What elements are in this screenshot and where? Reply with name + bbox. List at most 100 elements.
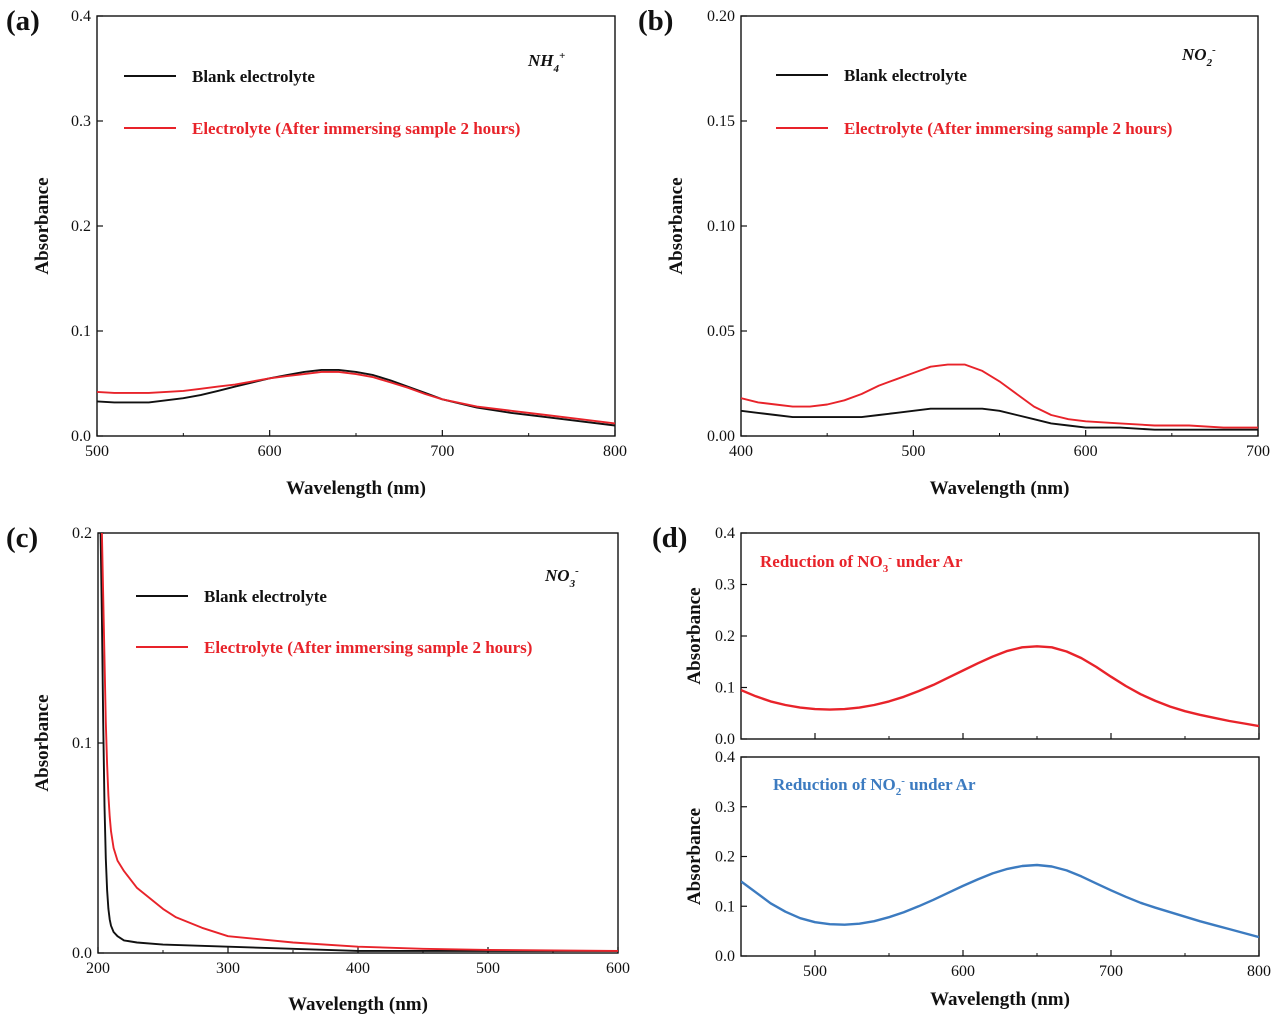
y-tick-label: 0.4 bbox=[715, 749, 735, 766]
x-axis-label: Wavelength (nm) bbox=[286, 478, 426, 499]
y-tick-label: 0.3 bbox=[71, 113, 91, 130]
series-line bbox=[100, 533, 618, 952]
x-tick-label: 600 bbox=[258, 443, 282, 460]
series-inline-label: Reduction of NO3- under Ar bbox=[760, 552, 963, 575]
x-tick-label: 300 bbox=[216, 960, 240, 977]
panel-label: (a) bbox=[6, 5, 40, 37]
y-axis-label: Absorbance bbox=[32, 177, 53, 274]
inline-label-subscript: 3 bbox=[883, 563, 889, 575]
y-tick-label: 0.4 bbox=[715, 525, 735, 542]
x-tick-label: 600 bbox=[606, 960, 630, 977]
ion-annotation: NO2- bbox=[1181, 44, 1216, 69]
y-tick-label: 0.20 bbox=[707, 8, 735, 25]
x-tick-label: 500 bbox=[803, 963, 827, 980]
x-tick-label: 700 bbox=[1099, 963, 1123, 980]
plot-frame bbox=[740, 15, 1259, 437]
legend-label: Blank electrolyte bbox=[844, 66, 967, 85]
series-group bbox=[741, 863, 1259, 939]
inline-label-text: Reduction of NO bbox=[773, 775, 896, 794]
y-tick-label: 0.3 bbox=[715, 799, 735, 816]
series-line bbox=[741, 863, 1259, 939]
y-tick-label: 0.1 bbox=[715, 680, 735, 697]
x-tick-label: 400 bbox=[346, 960, 370, 977]
inline-label-text: Reduction of NO bbox=[760, 552, 883, 571]
legend-label: Electrolyte (After immersing sample 2 ho… bbox=[204, 638, 532, 657]
y-axis-label: Absorbance bbox=[684, 587, 705, 684]
y-tick-label: 0.10 bbox=[707, 218, 735, 235]
panel-label: (d) bbox=[652, 522, 687, 554]
y-tick-label: 0.1 bbox=[715, 898, 735, 915]
panel-d-top: 0.0 0.1 0.2 0.3 0.4 Absorbance (d) Reduction of… bbox=[652, 522, 1260, 748]
inline-label-rest: under Ar bbox=[892, 552, 963, 571]
panel-d-bottom: 0.0 0.1 0.2 0.3 0.4 500 600 700 800 Wavelength (n… bbox=[684, 749, 1271, 1010]
y-tick-label: 0.2 bbox=[71, 218, 91, 235]
series-group bbox=[741, 363, 1258, 431]
series-group bbox=[97, 368, 615, 427]
legend-label: Electrolyte (After immersing sample 2 ho… bbox=[844, 119, 1172, 138]
x-tick-label: 400 bbox=[729, 443, 753, 460]
x-tick-label: 200 bbox=[86, 960, 110, 977]
panel-label: (b) bbox=[638, 5, 673, 37]
inline-label-subscript: 2 bbox=[896, 786, 902, 798]
y-tick-label: 0.2 bbox=[72, 525, 92, 542]
series-line bbox=[741, 363, 1258, 429]
y-axis-label: Absorbance bbox=[32, 694, 53, 791]
panel-a: 0.0 0.1 0.2 0.3 0.4 500 600 700 800 Wavelength (n… bbox=[6, 5, 627, 499]
x-axis-label: Wavelength (nm) bbox=[930, 989, 1070, 1010]
y-tick-label: 0.05 bbox=[707, 323, 735, 340]
legend-label: Blank electrolyte bbox=[192, 67, 315, 86]
series-inline-label: Reduction of NO2- under Ar bbox=[773, 775, 976, 798]
x-tick-label: 600 bbox=[1074, 443, 1098, 460]
ion-base: NO bbox=[1181, 45, 1207, 64]
x-tick-label: 800 bbox=[603, 443, 627, 460]
y-tick-label: 0.0 bbox=[715, 948, 735, 965]
ion-subscript: 4 bbox=[553, 63, 560, 75]
y-tick-label: 0.2 bbox=[715, 628, 735, 645]
x-tick-label: 500 bbox=[85, 443, 109, 460]
y-tick-label: 0.0 bbox=[71, 428, 91, 445]
y-tick-label: 0.00 bbox=[707, 428, 735, 445]
legend-label: Blank electrolyte bbox=[204, 587, 327, 606]
panel-label: (c) bbox=[6, 522, 38, 554]
x-tick-label: 600 bbox=[951, 963, 975, 980]
y-tick-label: 0.1 bbox=[72, 735, 92, 752]
x-tick-label: 700 bbox=[430, 443, 454, 460]
y-tick-label: 0.1 bbox=[71, 323, 91, 340]
y-axis-label: Absorbance bbox=[666, 177, 687, 274]
series-line bbox=[741, 645, 1259, 728]
y-tick-label: 0.0 bbox=[715, 731, 735, 748]
plot-frame bbox=[96, 15, 616, 437]
panel-c: 0.0 0.1 0.2 200 300 400 500 600 Wavelength (nm) A… bbox=[6, 522, 630, 1015]
ion-base: NH bbox=[527, 51, 554, 70]
series-line bbox=[741, 407, 1258, 431]
ion-annotation: NH4+ bbox=[527, 50, 565, 75]
y-tick-label: 0.15 bbox=[707, 113, 735, 130]
ion-annotation: NO3- bbox=[544, 565, 579, 590]
y-tick-label: 0.4 bbox=[71, 8, 91, 25]
x-axis-label: Wavelength (nm) bbox=[288, 994, 428, 1015]
panel-b: 0.00 0.05 0.10 0.15 0.20 400 500 600 700 Waveleng… bbox=[638, 5, 1270, 499]
y-tick-label: 0.2 bbox=[715, 849, 735, 866]
ion-base: NO bbox=[544, 566, 570, 585]
x-axis-label: Wavelength (nm) bbox=[930, 478, 1070, 499]
series-group bbox=[99, 533, 618, 952]
series-line bbox=[97, 370, 615, 425]
y-tick-label: 0.3 bbox=[715, 577, 735, 594]
inline-label-rest: under Ar bbox=[905, 775, 976, 794]
ion-subscript: 3 bbox=[569, 578, 576, 590]
x-tick-label: 800 bbox=[1247, 963, 1271, 980]
inline-label-superscript: - bbox=[901, 775, 905, 787]
inline-label-superscript: - bbox=[888, 552, 892, 564]
x-tick-label: 500 bbox=[476, 960, 500, 977]
ion-superscript: - bbox=[575, 565, 579, 577]
y-tick-label: 0.0 bbox=[72, 945, 92, 962]
y-axis-label: Absorbance bbox=[684, 808, 705, 905]
ion-superscript: + bbox=[559, 50, 565, 62]
series-line bbox=[99, 533, 618, 952]
series-group bbox=[741, 645, 1259, 728]
legend-label: Electrolyte (After immersing sample 2 ho… bbox=[192, 119, 520, 138]
ion-subscript: 2 bbox=[1206, 57, 1213, 69]
ion-superscript: - bbox=[1212, 44, 1216, 56]
series-line bbox=[97, 368, 615, 427]
